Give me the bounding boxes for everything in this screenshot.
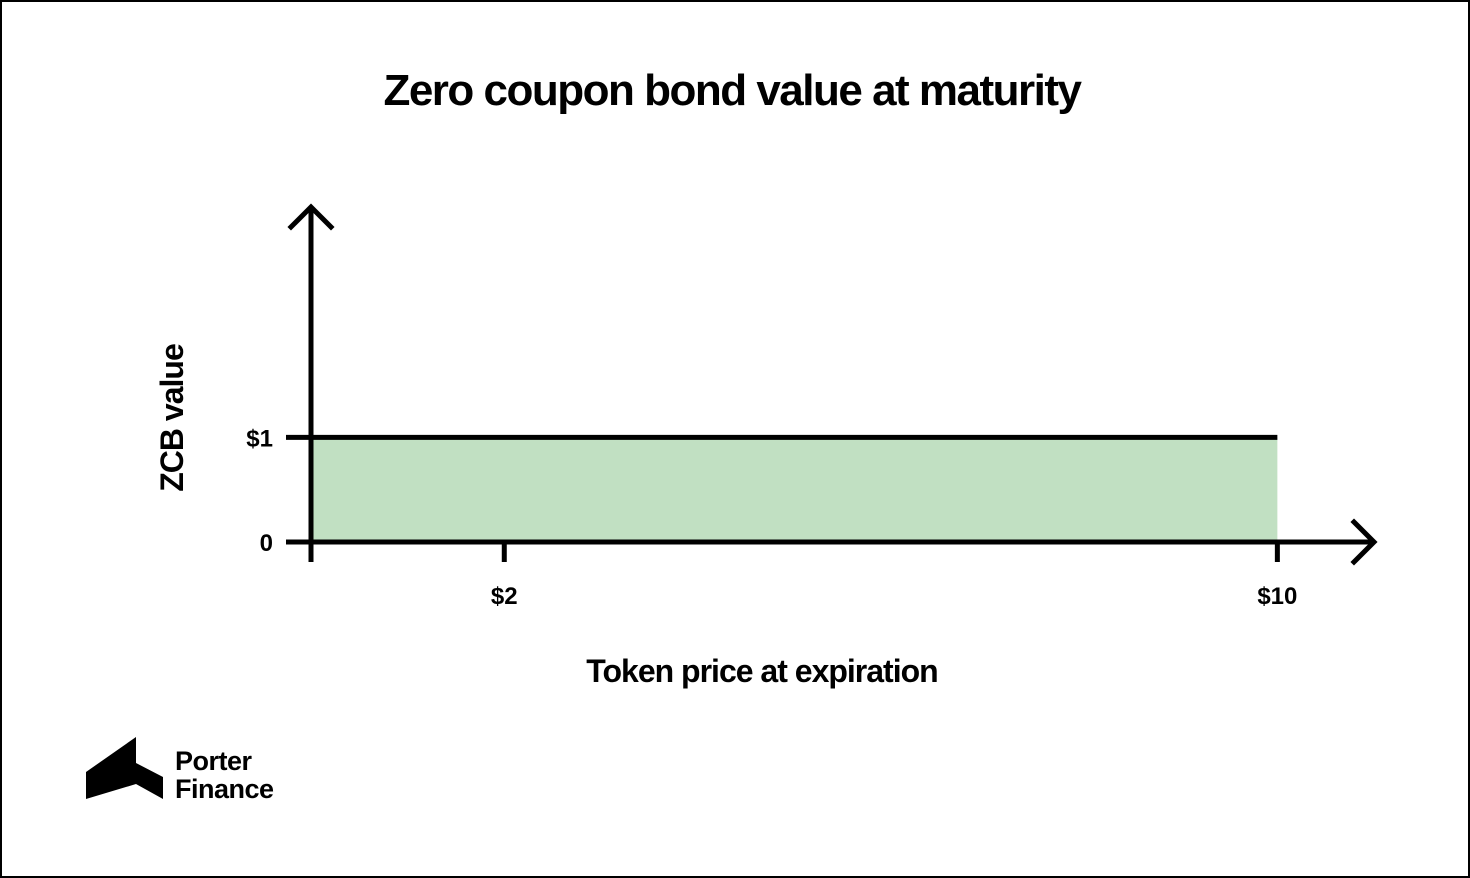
series-0-area-fill: [311, 437, 1278, 542]
x-axis-title: Token price at expiration: [586, 653, 937, 689]
brand-name-line1: Porter: [175, 746, 253, 776]
y-tick-label-0: 0: [260, 530, 273, 557]
ticks-layer: $2 $10 0 $1: [246, 425, 1297, 610]
x-axis-arrowhead: [1350, 518, 1378, 566]
x-tick-label-0: $2: [491, 583, 518, 610]
y-tick-label-1: $1: [246, 425, 273, 452]
y-axis-arrowhead: [287, 203, 335, 231]
y-axis-title: ZCB value: [154, 344, 190, 492]
porter-finance-logo: Porter Finance: [86, 737, 275, 804]
axes-layer: [286, 203, 1378, 566]
brand-name-line2: Finance: [175, 774, 274, 804]
porter-finance-logo-icon: [86, 737, 163, 799]
x-tick-label-1: $10: [1257, 583, 1297, 610]
chart-title: Zero coupon bond value at maturity: [383, 66, 1082, 115]
series-layer: [311, 434, 1278, 542]
